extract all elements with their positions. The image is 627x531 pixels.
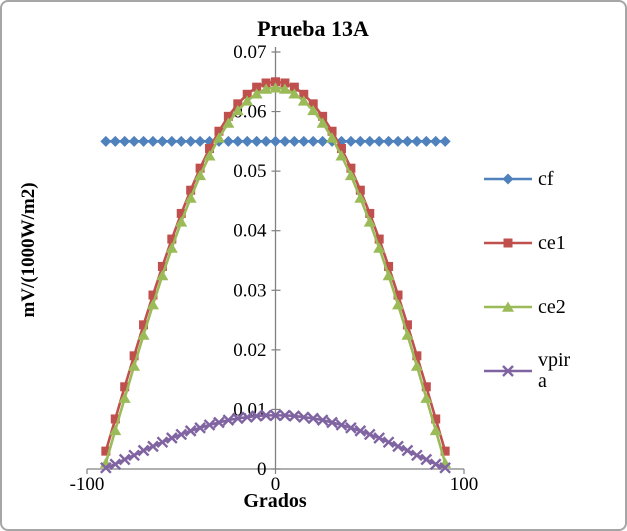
- legend-item-cf: cf: [484, 160, 625, 198]
- legend-item-ce1: ce1: [484, 224, 625, 262]
- x-axis-title: Grados: [243, 490, 307, 512]
- y-tick-label: 0.03: [233, 280, 266, 301]
- legend-label-ce1: ce1: [538, 231, 566, 254]
- y-tick-label: 0.04: [233, 221, 267, 242]
- chart-title: Prueba 13A: [257, 16, 369, 41]
- series-vpira: [100, 409, 451, 474]
- legend-item-vpira: vpira: [484, 349, 625, 392]
- diamond-marker-icon: [484, 173, 532, 185]
- legend-item-ce2: ce2: [484, 288, 625, 326]
- legend-label-vpira: vpira: [538, 349, 571, 392]
- y-tick-label: 0.05: [233, 161, 266, 182]
- series-ce1: [101, 77, 450, 456]
- series-cf: [100, 135, 451, 147]
- square-marker-icon: [484, 238, 532, 248]
- legend-label-ce2: ce2: [538, 295, 566, 318]
- legend-label-cf: cf: [538, 167, 554, 190]
- x-marker-icon: [484, 365, 532, 377]
- y-tick-label: 0: [257, 459, 267, 480]
- y-tick-label: 0.02: [233, 340, 266, 361]
- x-tick-label: 0: [271, 474, 281, 495]
- x-tick-label: -100: [70, 474, 105, 495]
- triangle-marker-icon: [484, 301, 532, 312]
- legend: cf ce1 ce2 vpira: [484, 160, 625, 416]
- y-axis-title: mV/(1000W/m2): [18, 182, 39, 318]
- x-tick-label: 100: [450, 474, 479, 495]
- y-tick-label: 0.07: [233, 42, 266, 63]
